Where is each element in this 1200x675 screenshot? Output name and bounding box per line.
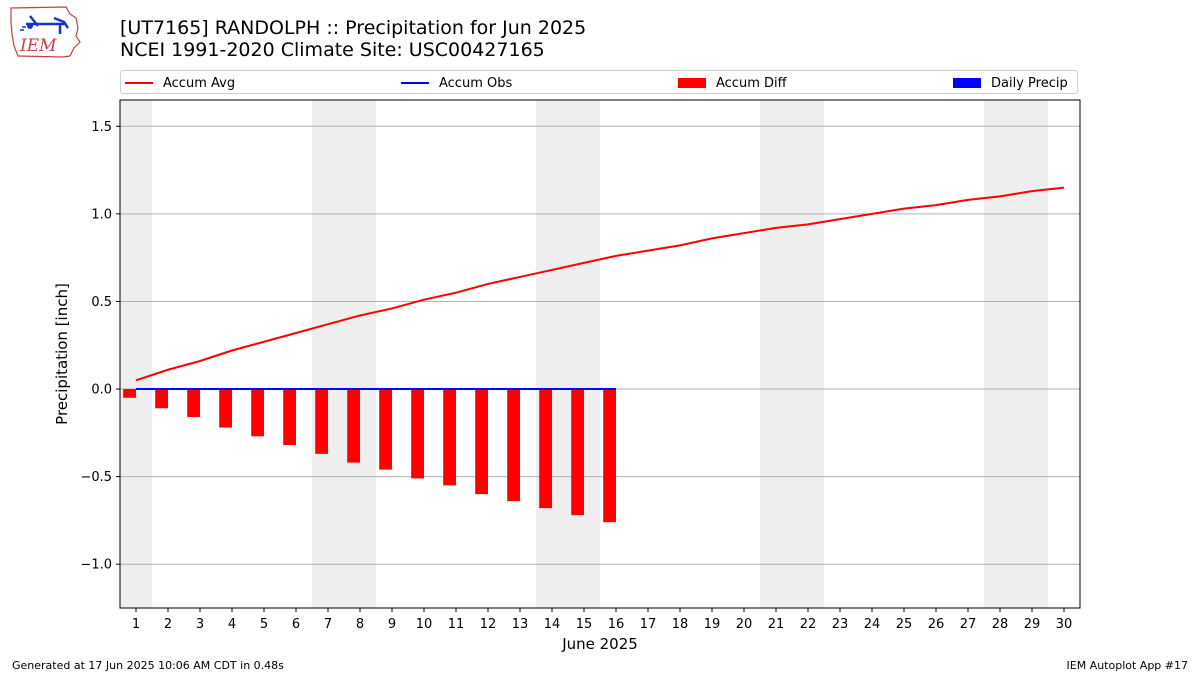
accum-diff-bar bbox=[315, 389, 328, 454]
accum-diff-bar bbox=[251, 389, 264, 437]
x-tick-label: 1 bbox=[132, 617, 140, 632]
x-axis-label: June 2025 bbox=[561, 635, 638, 653]
x-tick-label: 18 bbox=[672, 617, 689, 632]
logo-text: IEM bbox=[19, 36, 57, 56]
x-tick-label: 24 bbox=[864, 617, 881, 632]
legend-item-accum-diff: Accum Diff bbox=[678, 75, 787, 91]
legend-item-accum-obs: Accum Obs bbox=[401, 75, 512, 91]
x-tick-label: 14 bbox=[544, 617, 561, 632]
accum-avg-line bbox=[135, 186, 1065, 382]
chart-legend: Accum Avg Accum Obs Accum Diff Daily Pre… bbox=[120, 70, 1078, 94]
x-tick-label: 26 bbox=[928, 617, 945, 632]
x-tick-label: 29 bbox=[1024, 617, 1041, 632]
accum-diff-bar bbox=[603, 389, 616, 523]
accum-diff-bar bbox=[571, 389, 584, 516]
accum-diff-bar bbox=[123, 389, 136, 398]
legend-swatch-accum-avg bbox=[125, 82, 153, 84]
x-tick-label: 12 bbox=[480, 617, 497, 632]
legend-swatch-accum-diff bbox=[678, 78, 706, 88]
accum-diff-bar bbox=[539, 389, 552, 509]
accum-diff-bar bbox=[155, 389, 168, 409]
x-tick-label: 6 bbox=[292, 617, 300, 632]
legend-item-daily-precip: Daily Precip bbox=[953, 75, 1068, 91]
y-tick-label: 0.5 bbox=[91, 295, 112, 310]
footer-app: IEM Autoplot App #17 bbox=[1066, 659, 1189, 672]
y-tick-label: −0.5 bbox=[80, 470, 112, 485]
accum-diff-bar bbox=[347, 389, 360, 463]
x-tick-label: 23 bbox=[832, 617, 849, 632]
x-tick-label: 19 bbox=[704, 617, 721, 632]
x-tick-label: 10 bbox=[416, 617, 433, 632]
legend-swatch-accum-obs bbox=[401, 82, 429, 84]
x-tick-label: 16 bbox=[608, 617, 625, 632]
accum-diff-bar bbox=[507, 389, 520, 502]
x-tick-label: 30 bbox=[1056, 617, 1073, 632]
legend-label: Daily Precip bbox=[991, 75, 1068, 91]
legend-label: Accum Obs bbox=[439, 75, 513, 91]
accum-diff-bar bbox=[379, 389, 392, 470]
x-tick-label: 21 bbox=[768, 617, 785, 632]
legend-swatch-daily-precip bbox=[953, 78, 981, 88]
iem-logo: IEM bbox=[10, 6, 81, 58]
weekend-band bbox=[536, 100, 600, 608]
y-axis-label: Precipitation [inch] bbox=[53, 283, 71, 425]
x-tick-label: 7 bbox=[324, 617, 332, 632]
x-tick-label: 22 bbox=[800, 617, 817, 632]
accum-diff-bar bbox=[475, 389, 488, 495]
footer-generated: Generated at 17 Jun 2025 10:06 AM CDT in… bbox=[12, 659, 284, 672]
x-tick-label: 15 bbox=[576, 617, 593, 632]
y-tick-label: 1.5 bbox=[91, 120, 112, 135]
x-tick-label: 17 bbox=[640, 617, 657, 632]
x-tick-label: 11 bbox=[448, 617, 465, 632]
accum-diff-bar bbox=[283, 389, 296, 446]
y-tick-label: 0.0 bbox=[91, 383, 112, 398]
x-tick-label: 25 bbox=[896, 617, 913, 632]
weekend-band bbox=[120, 100, 152, 608]
weekend-band bbox=[760, 100, 824, 608]
x-tick-label: 2 bbox=[164, 617, 172, 632]
chart-title: [UT7165] RANDOLPH :: Precipitation for J… bbox=[120, 17, 587, 39]
x-tick-label: 4 bbox=[228, 617, 236, 632]
weekend-band bbox=[312, 100, 376, 608]
accum-diff-bar bbox=[187, 389, 200, 418]
x-tick-label: 27 bbox=[960, 617, 977, 632]
y-tick-label: 1.0 bbox=[91, 207, 112, 222]
x-tick-label: 3 bbox=[196, 617, 204, 632]
x-tick-label: 28 bbox=[992, 617, 1009, 632]
x-tick-label: 20 bbox=[736, 617, 753, 632]
legend-item-accum-avg: Accum Avg bbox=[125, 75, 235, 91]
x-tick-label: 9 bbox=[388, 617, 396, 632]
accum-diff-bar bbox=[411, 389, 424, 479]
accum-diff-bar bbox=[219, 389, 232, 428]
weekend-band bbox=[984, 100, 1048, 608]
legend-label: Accum Avg bbox=[163, 75, 236, 91]
x-tick-label: 13 bbox=[512, 617, 529, 632]
accum-diff-bar bbox=[443, 389, 456, 486]
x-tick-label: 8 bbox=[356, 617, 364, 632]
legend-label: Accum Diff bbox=[716, 75, 787, 91]
x-tick-label: 5 bbox=[260, 617, 268, 632]
y-tick-label: −1.0 bbox=[80, 558, 112, 573]
chart-subtitle: NCEI 1991-2020 Climate Site: USC00427165 bbox=[120, 39, 545, 61]
plot-frame bbox=[119, 99, 1081, 609]
